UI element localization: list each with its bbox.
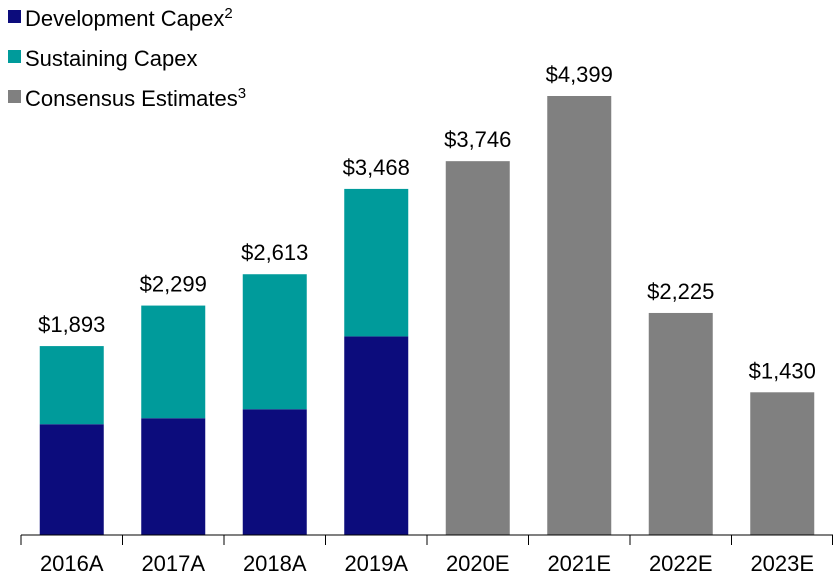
bar-segment	[141, 305, 206, 419]
legend-footnote: 3	[238, 85, 246, 102]
x-tick-label: 2022E	[649, 551, 713, 576]
total-label: $3,746	[444, 127, 511, 152]
legend-text: Consensus Estimates	[25, 86, 238, 111]
bar-segment	[750, 392, 815, 535]
x-tick-label: 2021E	[547, 551, 611, 576]
legend-footnote: 2	[224, 5, 232, 22]
bar-segment	[445, 161, 510, 536]
x-tick-label: 2016A	[40, 551, 104, 576]
x-tick-label: 2020E	[446, 551, 510, 576]
legend-text: Development Capex	[25, 6, 224, 31]
bar-segment	[648, 312, 713, 535]
legend-text: Sustaining Capex	[25, 46, 197, 71]
legend-swatch	[8, 50, 21, 63]
total-label: $1,893	[38, 312, 105, 337]
bar-segment	[344, 188, 409, 337]
bar-segment	[39, 424, 104, 535]
total-label: $4,399	[546, 62, 613, 87]
legend-label: Consensus Estimates3	[25, 85, 246, 111]
total-label: $1,430	[749, 358, 816, 383]
x-tick-label: 2018A	[243, 551, 307, 576]
legend-swatch	[8, 90, 21, 103]
bar-segment	[344, 336, 409, 535]
bar-segment	[141, 418, 206, 535]
x-tick-label: 2017A	[141, 551, 205, 576]
x-tick-label: 2019A	[344, 551, 408, 576]
total-label: $2,225	[647, 279, 714, 304]
legend-label: Development Capex2	[25, 5, 233, 31]
legend-swatch	[8, 10, 21, 23]
bar-segment	[547, 96, 612, 535]
total-label: $2,613	[241, 240, 308, 265]
total-label: $2,299	[140, 272, 207, 297]
legend-label: Sustaining Capex	[25, 46, 197, 71]
bar-segment	[242, 274, 307, 410]
total-label: $3,468	[343, 155, 410, 180]
bar-segment	[242, 409, 307, 535]
bar-segment	[39, 346, 104, 425]
x-tick-label: 2023E	[750, 551, 814, 576]
